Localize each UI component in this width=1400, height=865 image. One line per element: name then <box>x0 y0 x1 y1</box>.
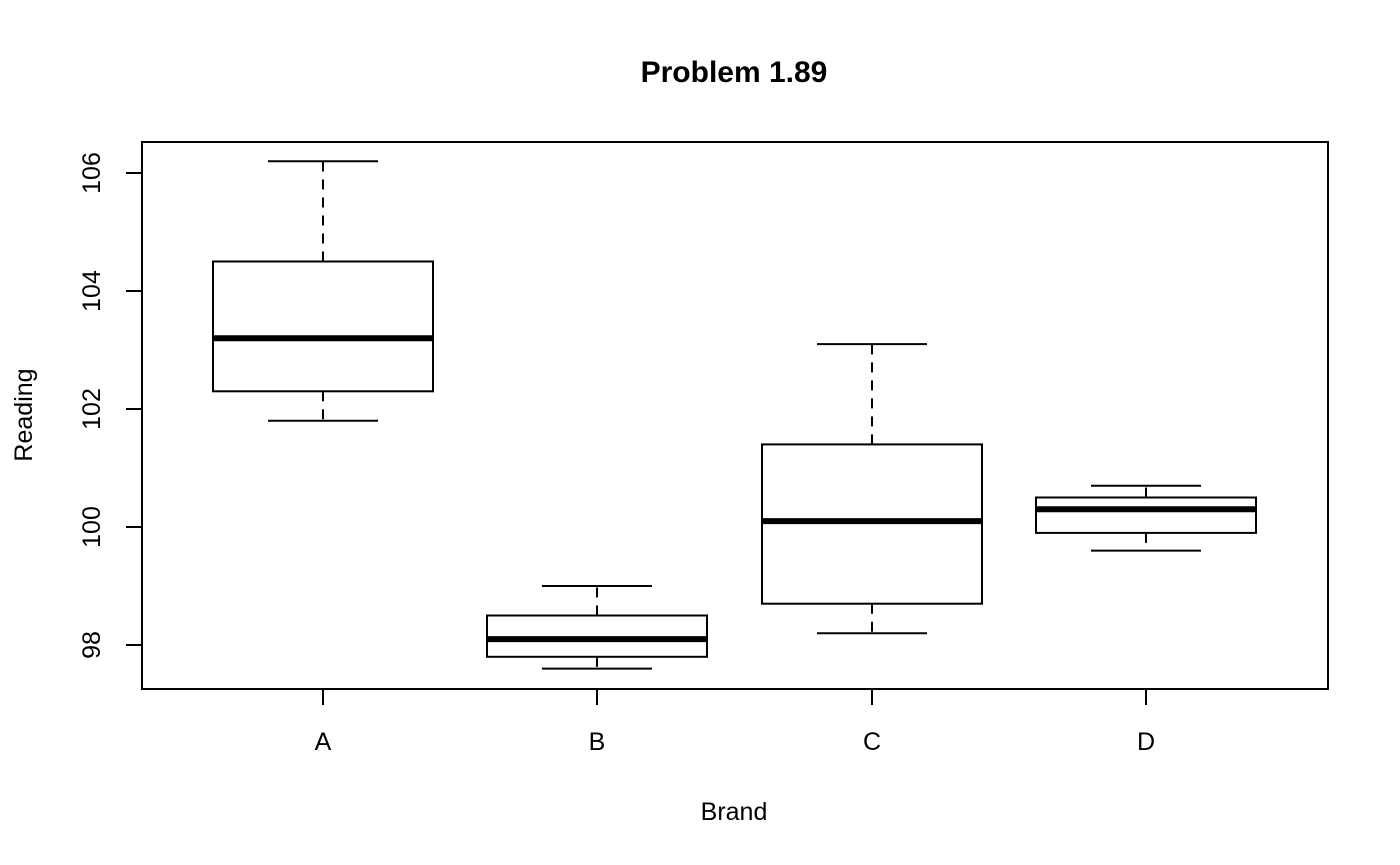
y-axis: 98 100 102 104 106 <box>78 152 143 659</box>
y-axis-label: Reading <box>10 368 38 461</box>
plot-frame <box>141 141 1329 690</box>
x-tick-label: D <box>1137 728 1155 756</box>
box-c <box>761 343 983 635</box>
chart-title: Problem 1.89 <box>641 56 828 89</box>
box-d <box>1035 484 1257 552</box>
iqr-box <box>1035 496 1257 534</box>
x-axis-label: Brand <box>701 798 768 826</box>
y-tick-label: 106 <box>78 152 106 194</box>
iqr-box <box>212 260 434 393</box>
x-tick-label: C <box>863 728 881 756</box>
x-axis: A B C D <box>315 689 1155 756</box>
y-tick-label: 102 <box>78 388 106 430</box>
box-b <box>486 585 708 670</box>
y-tick-label: 104 <box>78 270 106 312</box>
boxes-group <box>212 160 1257 670</box>
x-tick-label: B <box>589 728 606 756</box>
x-tick-label: A <box>315 728 332 756</box>
y-tick-label: 98 <box>78 631 106 659</box>
y-tick-label: 100 <box>78 506 106 548</box>
box-a <box>212 160 434 422</box>
